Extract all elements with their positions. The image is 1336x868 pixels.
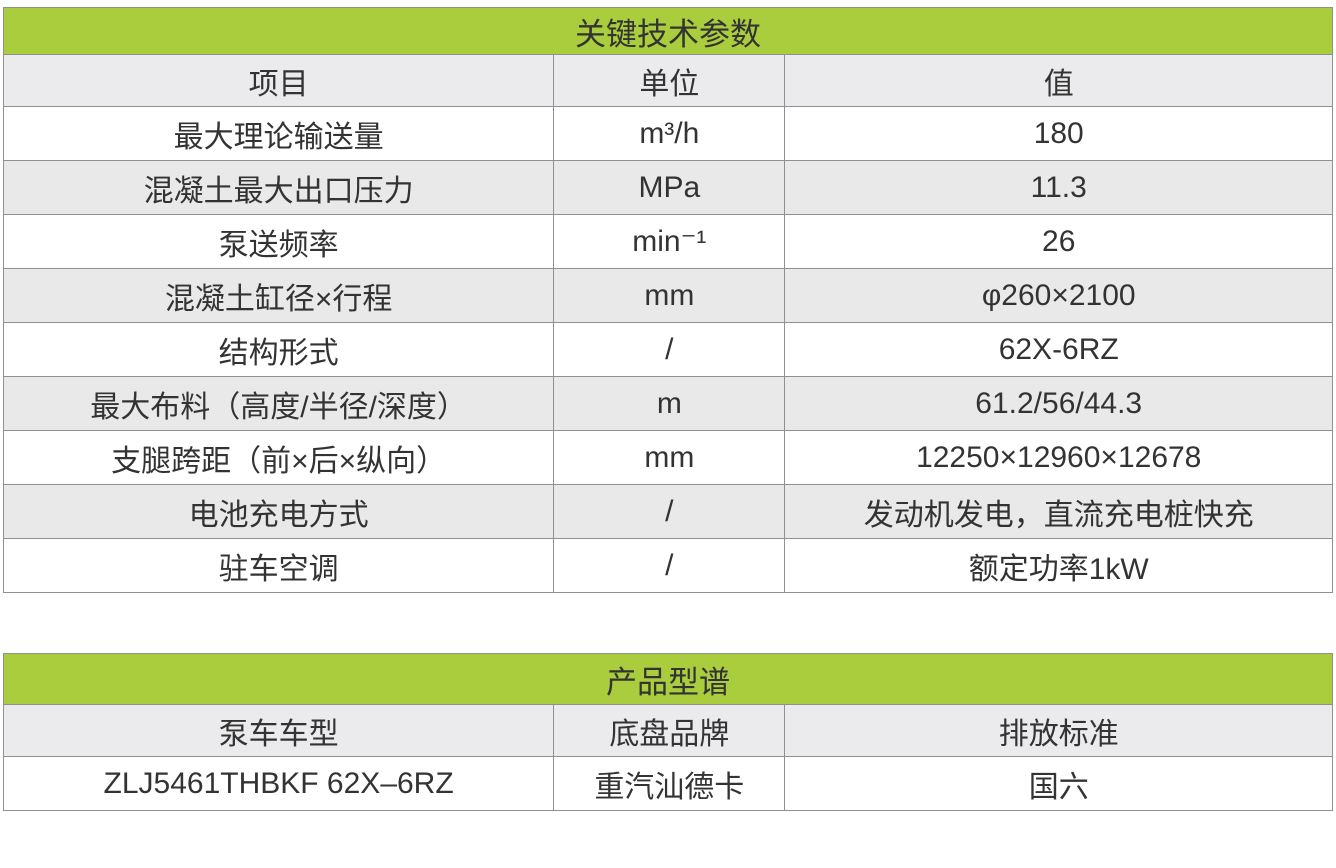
table-cell: 国六 — [784, 756, 1333, 811]
table-cell: 12250×12960×12678 — [784, 430, 1333, 485]
column-header: 值 — [784, 54, 1333, 107]
product-spectrum-table: 产品型谱 泵车车型 底盘品牌 排放标准 ZLJ5461THBKF 62X–6RZ 重汽… — [2, 653, 1333, 811]
table-cell: 支腿跨距（前×后×纵向） — [2, 430, 555, 485]
table-row: 泵送频率 min⁻¹ 26 — [2, 214, 1333, 269]
table-cell: 最大理论输送量 — [2, 106, 555, 161]
table-gap — [3, 593, 1333, 653]
table-cell: 61.2/56/44.3 — [784, 376, 1333, 431]
table-cell: 电池充电方式 — [2, 484, 555, 539]
table-cell: φ260×2100 — [784, 268, 1333, 323]
table-cell: 泵送频率 — [2, 214, 555, 269]
table-row: 支腿跨距（前×后×纵向） mm 12250×12960×12678 — [2, 430, 1333, 485]
product-spectrum-header-row: 泵车车型 底盘品牌 排放标准 — [2, 704, 1333, 757]
table-row: 最大布料（高度/半径/深度） m 61.2/56/44.3 — [2, 376, 1333, 431]
table-cell: 11.3 — [784, 160, 1333, 215]
table-cell: 混凝土最大出口压力 — [2, 160, 555, 215]
table-cell: MPa — [553, 160, 786, 215]
product-spectrum-body: ZLJ5461THBKF 62X–6RZ 重汽汕德卡 国六 — [2, 756, 1333, 811]
table-cell: 混凝土缸径×行程 — [2, 268, 555, 323]
key-parameters-body: 最大理论输送量 m³/h 180 混凝土最大出口压力 MPa 11.3 泵送频率 min⁻¹ 2… — [2, 106, 1333, 593]
table-cell: 26 — [784, 214, 1333, 269]
table-cell: 180 — [784, 106, 1333, 161]
table-cell: 重汽汕德卡 — [553, 756, 786, 811]
key-parameters-header-row: 项目 单位值 — [2, 54, 1333, 107]
table-cell: 62X-6RZ — [784, 322, 1333, 377]
column-header: 底盘品牌 — [553, 704, 786, 757]
table-row: ZLJ5461THBKF 62X–6RZ 重汽汕德卡 国六 — [2, 756, 1333, 811]
table-cell: 额定功率1kW — [784, 538, 1333, 593]
key-parameters-title-row: 关键技术参数 — [3, 7, 1333, 55]
table-cell: / — [553, 322, 786, 377]
column-header: 项目 — [2, 54, 555, 107]
table-cell: mm — [553, 268, 786, 323]
table-row: 结构形式/62X-6RZ — [2, 322, 1333, 377]
table-cell: 发动机发电，直流充电桩快充 — [784, 484, 1333, 539]
table-cell: m — [553, 376, 786, 431]
table-row: 驻车空调 / 额定功率1kW — [2, 538, 1333, 593]
table-cell: 驻车空调 — [2, 538, 555, 593]
table-cell: ZLJ5461THBKF 62X–6RZ — [2, 756, 555, 811]
product-spectrum-title: 产品型谱 — [3, 653, 1333, 705]
table-cell: 结构形式 — [2, 322, 555, 377]
table-cell: mm — [553, 430, 786, 485]
table-cell: 最大布料（高度/半径/深度） — [2, 376, 555, 431]
key-parameters-table: 关键技术参数 项目 单位值 最大理论输送量 m³/h 180 混凝土最大出口压力 MPa 1… — [2, 7, 1333, 593]
table-cell: min⁻¹ — [553, 214, 786, 269]
column-header: 单位 — [553, 54, 786, 107]
table-row: 最大理论输送量 m³/h 180 — [2, 106, 1333, 161]
table-cell: / — [553, 538, 786, 593]
table-row: 混凝土缸径×行程 mm φ260×2100 — [2, 268, 1333, 323]
key-parameters-title: 关键技术参数 — [3, 7, 1333, 55]
column-header: 排放标准 — [784, 704, 1333, 757]
table-row: 混凝土最大出口压力 MPa 11.3 — [2, 160, 1333, 215]
table-cell: m³/h — [553, 106, 786, 161]
product-spectrum-title-row: 产品型谱 — [3, 653, 1333, 705]
column-header: 泵车车型 — [2, 704, 555, 757]
table-row: 电池充电方式 / 发动机发电，直流充电桩快充 — [2, 484, 1333, 539]
table-cell: / — [553, 484, 786, 539]
